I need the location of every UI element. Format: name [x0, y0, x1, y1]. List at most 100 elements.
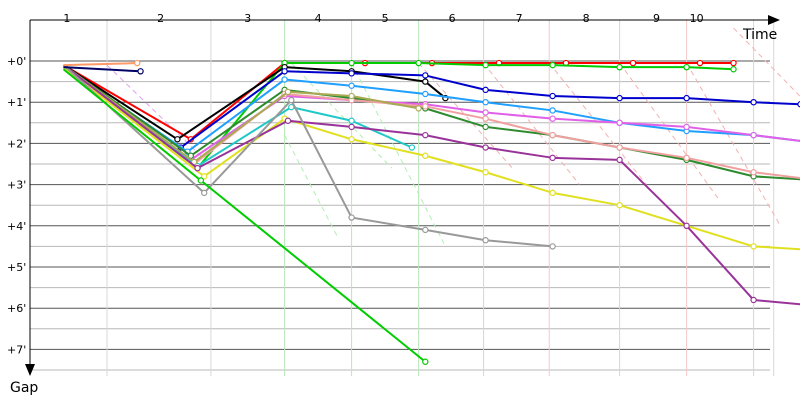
data-point: [197, 177, 205, 184]
data-point: [750, 243, 757, 250]
data-point: [750, 169, 757, 176]
series-14: [63, 59, 141, 67]
y-tick-label: +0': [7, 55, 26, 68]
data-point: [415, 105, 422, 112]
data-point: [482, 109, 489, 116]
data-point: [133, 59, 141, 67]
x-tick-label: 2: [157, 12, 164, 25]
data-point: [482, 123, 489, 131]
series-line: [62, 64, 447, 141]
x-tick-label: 3: [244, 12, 251, 25]
series-13: [62, 68, 429, 365]
x-tick-label: 9: [653, 12, 660, 25]
dashed-pit-line: [284, 134, 339, 239]
data-point: [482, 86, 489, 94]
data-point: [422, 90, 429, 98]
y-axis-title: Gap: [10, 380, 38, 396]
series-line: [62, 64, 800, 306]
data-point: [422, 72, 429, 79]
x-tick-label: 7: [516, 12, 523, 25]
data-point: [696, 59, 704, 67]
data-point: [549, 189, 556, 197]
data-point: [616, 119, 623, 127]
y-tick-label: +6': [7, 302, 26, 315]
y-tick-label: +5': [7, 261, 26, 274]
series-line: [62, 68, 426, 363]
data-point: [408, 144, 416, 151]
series-line: [63, 66, 141, 73]
x-tick-label: 6: [449, 12, 456, 25]
x-tick-label: 8: [583, 12, 590, 25]
data-point: [750, 98, 757, 106]
data-point: [281, 76, 288, 83]
y-tick-label: +2': [7, 137, 26, 150]
data-point: [137, 68, 144, 75]
dashed-pit-line: [290, 62, 393, 169]
y-tick-labels: +0' +1' +2' +3' +4' +5' +6' +7': [7, 55, 26, 356]
y-tick-label: +4': [7, 220, 26, 233]
dashed-pit-line: [733, 27, 800, 97]
data-point: [482, 169, 489, 176]
dashed-pit-line: [351, 62, 446, 247]
y-tick-label: +1': [7, 96, 26, 109]
data-point: [422, 78, 429, 85]
data-point: [281, 68, 288, 75]
series-line: [62, 62, 734, 170]
data-point: [750, 296, 757, 304]
dashed-pit-line: [686, 62, 781, 227]
data-point: [616, 94, 623, 102]
axes: [25, 15, 780, 376]
data-point: [348, 117, 355, 124]
x-axis-title: Time: [742, 27, 777, 43]
dashed-pit-line: [619, 62, 721, 202]
data-point: [730, 66, 737, 73]
data-point: [549, 107, 556, 114]
data-point: [730, 59, 737, 67]
data-point: [422, 103, 429, 110]
data-point: [482, 237, 489, 244]
y-tick-label: +3': [7, 179, 26, 192]
data-point: [549, 131, 556, 139]
data-point: [482, 115, 489, 122]
data-point: [549, 115, 556, 122]
y-tick-label: +7': [7, 343, 26, 356]
data-point: [422, 131, 429, 139]
data-point: [415, 59, 422, 67]
data-point: [616, 156, 623, 164]
data-point: [348, 70, 355, 77]
data-point: [348, 59, 355, 67]
data-point: [422, 152, 429, 159]
data-point: [348, 136, 355, 143]
series-9: [62, 64, 422, 166]
data-point: [422, 358, 429, 365]
data-point: [616, 63, 623, 71]
x-tick-labels: 1 2 3 4 5 6 7 8 9 10: [63, 12, 703, 25]
dashed-pit-line: [548, 62, 647, 185]
series-1: [62, 59, 737, 172]
data-point: [194, 164, 201, 172]
data-point: [549, 243, 556, 250]
data-point: [482, 98, 489, 106]
data-point: [683, 63, 690, 71]
data-point: [683, 222, 690, 229]
series-11: [62, 64, 800, 306]
series-12: [62, 64, 556, 250]
data-point: [629, 59, 637, 67]
data-point: [482, 144, 489, 151]
data-point: [348, 123, 355, 131]
series-line: [62, 62, 734, 141]
data-point: [549, 154, 556, 162]
data-point: [616, 144, 623, 151]
data-point: [348, 214, 355, 221]
data-point: [200, 189, 208, 197]
data-point: [200, 173, 208, 180]
data-point: [750, 131, 757, 139]
y-axis-arrow: [25, 364, 35, 376]
dashed-pit-line: [483, 62, 580, 185]
data-point: [549, 61, 556, 69]
data-point: [482, 61, 489, 69]
data-point: [348, 92, 355, 100]
data-point: [422, 226, 429, 234]
data-point: [683, 123, 690, 131]
horizontal-gridlines: [30, 60, 770, 371]
